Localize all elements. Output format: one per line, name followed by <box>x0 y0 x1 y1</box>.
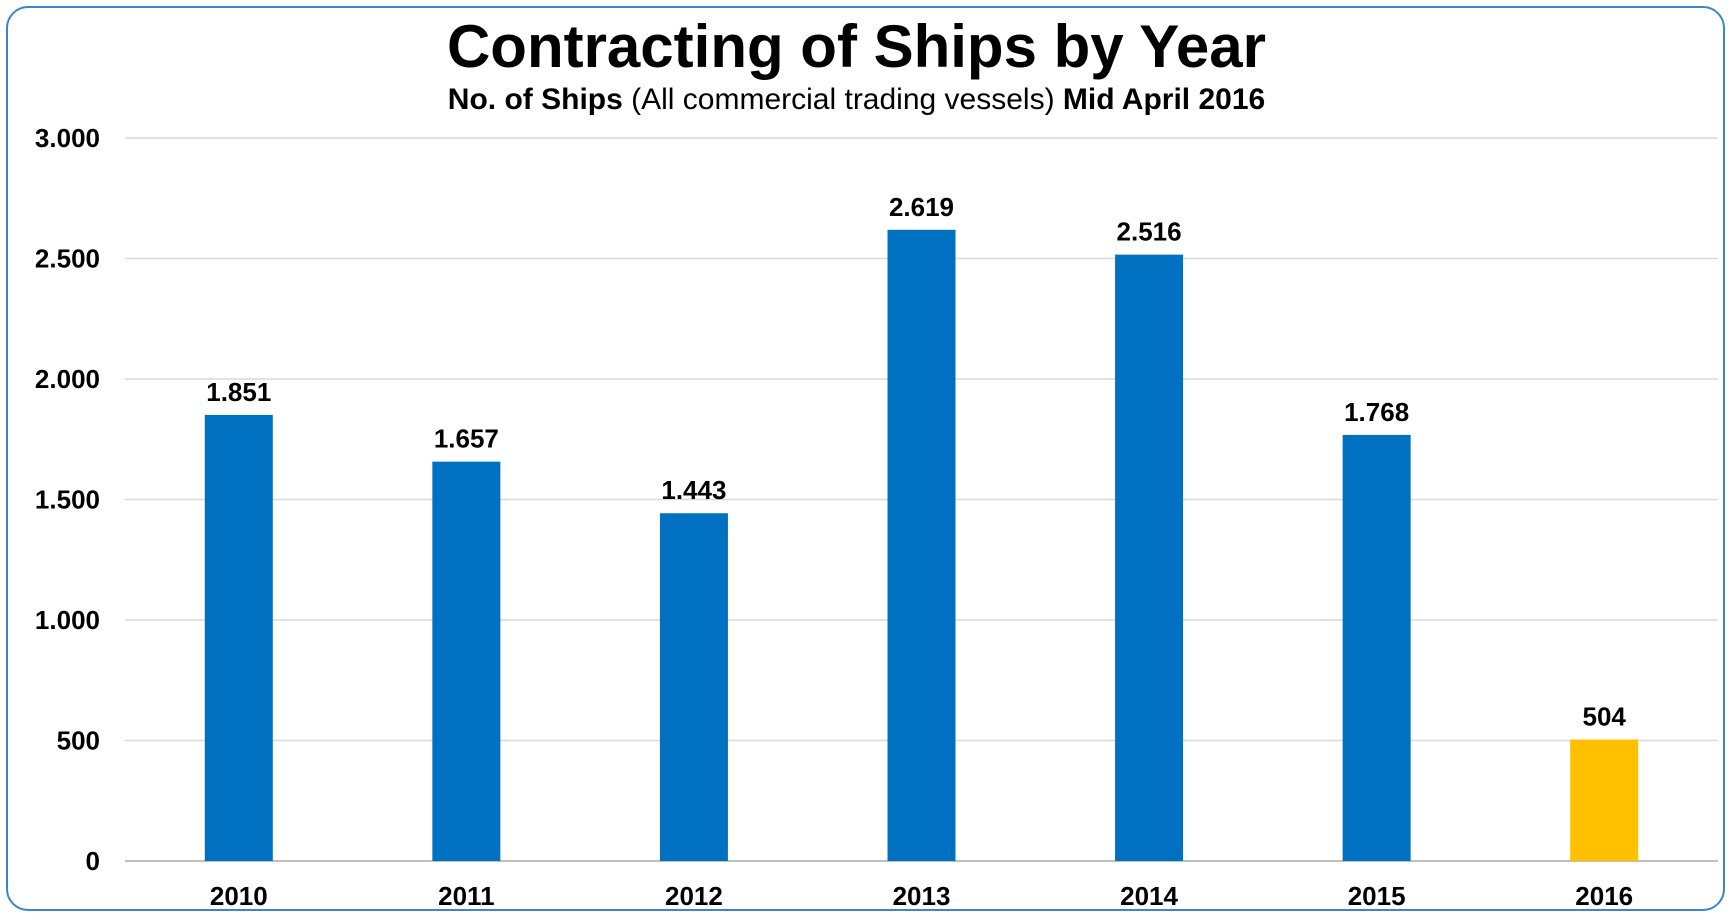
data-label: 1.443 <box>661 475 726 505</box>
data-label: 1.657 <box>434 424 499 454</box>
data-label: 1.851 <box>206 377 271 407</box>
bar <box>1115 254 1184 862</box>
data-label: 504 <box>1583 702 1627 732</box>
y-tick-label: 2.000 <box>35 364 100 394</box>
data-label: 2.619 <box>889 192 954 222</box>
bar <box>1570 739 1639 861</box>
chart-subtitle: No. of Ships (All commercial trading ves… <box>0 82 1713 118</box>
chart-title: Contracting of Ships by Year <box>446 13 1267 80</box>
x-tick-label: 2011 <box>438 881 494 911</box>
bar <box>204 414 273 861</box>
bar <box>887 229 956 862</box>
x-tick-label: 2016 <box>1575 881 1633 911</box>
subtitle-part-1: No. of Ships <box>447 83 623 116</box>
x-tick-label: 2012 <box>665 881 723 911</box>
data-label: 2.516 <box>1117 217 1182 247</box>
x-tick-label: 2015 <box>1348 881 1406 911</box>
x-tick-label: 2014 <box>1120 881 1178 911</box>
y-tick-label: 1.500 <box>35 485 100 515</box>
y-tick-label: 1.000 <box>35 605 100 635</box>
bar <box>432 461 501 861</box>
bar <box>1342 434 1411 861</box>
y-tick-label: 500 <box>57 726 100 756</box>
bar <box>659 513 728 861</box>
y-tick-label: 0 <box>86 846 100 876</box>
y-tick-label: 2.500 <box>35 244 100 274</box>
y-tick-label: 3.000 <box>35 123 100 153</box>
subtitle-part-3: Mid April 2016 <box>1062 83 1266 116</box>
x-tick-label: 2013 <box>893 881 951 911</box>
x-tick-label: 2010 <box>210 881 268 911</box>
chart-frame <box>6 6 1725 911</box>
subtitle-part-2: (All commercial trading vessels) <box>622 83 1063 116</box>
data-label: 1.768 <box>1344 397 1409 427</box>
